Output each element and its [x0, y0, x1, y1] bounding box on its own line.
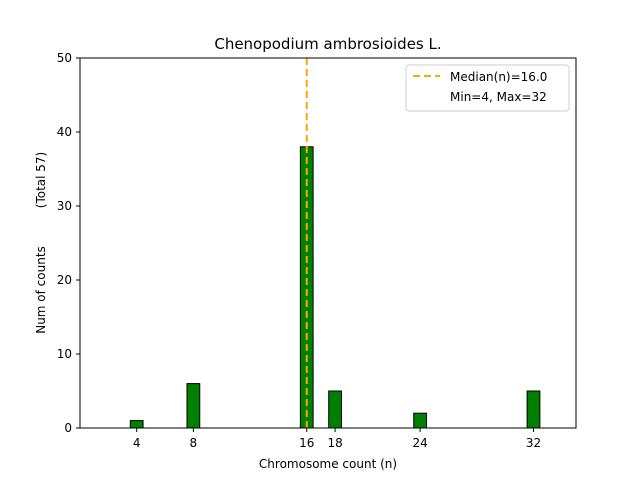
bar-n-16 [299, 146, 314, 429]
x-tick-label-32: 32 [526, 436, 541, 450]
legend-entry-minmax: Min=4, Max=32 [450, 90, 547, 104]
x-tick-label-16: 16 [299, 436, 314, 450]
legend-entry-median: Median(n)=16.0 [450, 70, 547, 84]
y-tick-label-40: 40 [57, 125, 72, 139]
y-tick-label-0: 0 [64, 421, 72, 435]
x-tick-label-4: 4 [133, 436, 141, 450]
x-tick-label-24: 24 [412, 436, 427, 450]
x-tick-label-18: 18 [327, 436, 342, 450]
y-ticks-group: 0 10 20 30 40 50 [57, 51, 80, 435]
bar-n-4 [129, 420, 144, 429]
bar-n-8 [186, 383, 201, 429]
y-axis-label: Num of counts [34, 246, 48, 334]
bar-n-32 [526, 390, 541, 429]
legend-box [405, 64, 570, 112]
y-tick-label-20: 20 [57, 273, 72, 287]
y-tick-label-50: 50 [57, 51, 72, 65]
bar-n-24 [413, 412, 427, 429]
chart-title: Chenopodium ambrosioides L. [214, 35, 441, 53]
legend: Median(n)=16.0 Min=4, Max=32 [405, 64, 570, 112]
x-ticks-group: 4 8 16 18 24 32 [133, 428, 541, 450]
x-axis-label: Chromosome count (n) [259, 457, 397, 471]
bar-n-18 [328, 390, 342, 429]
y-axis-total-label: (Total 57) [34, 152, 48, 208]
plot-frame [79, 57, 577, 429]
x-tick-label-8: 8 [190, 436, 198, 450]
y-tick-label-10: 10 [57, 347, 72, 361]
y-tick-label-30: 30 [57, 199, 72, 213]
